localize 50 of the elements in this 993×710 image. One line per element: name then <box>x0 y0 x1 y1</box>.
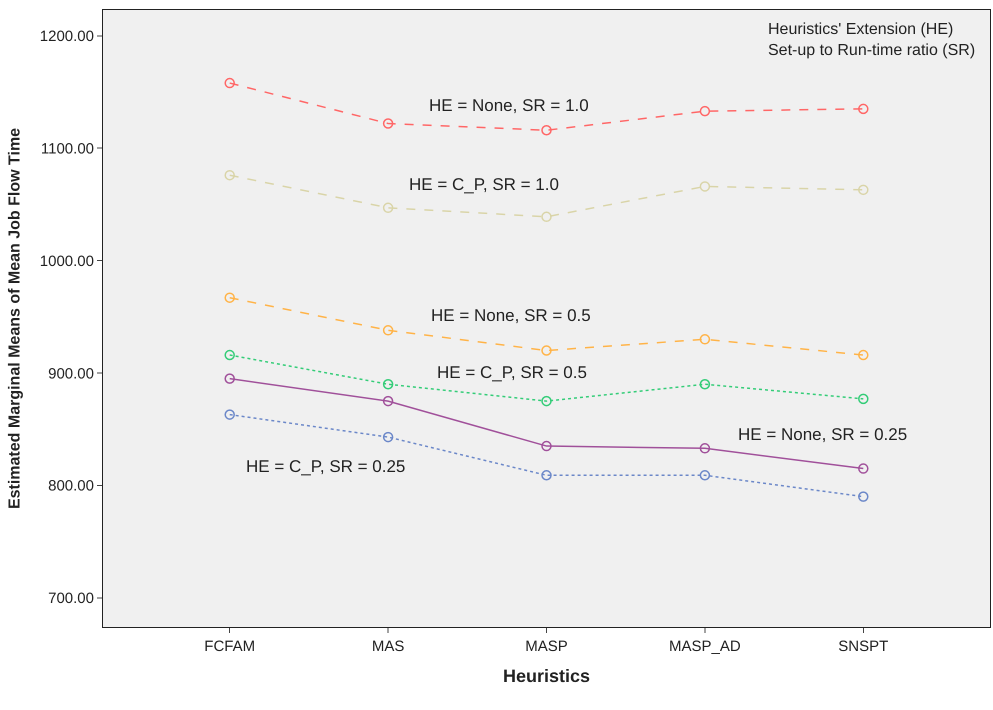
y-tick-label: 1100.00 <box>40 140 94 158</box>
point <box>541 345 552 356</box>
x-tick-label: FCFAM <box>204 638 256 655</box>
point <box>541 396 552 406</box>
x-axis-title: Heuristics <box>502 666 590 686</box>
point <box>224 373 235 384</box>
point <box>700 443 710 454</box>
point <box>382 202 394 214</box>
point <box>541 125 552 136</box>
series-label: HE = C_P, SR = 0.5 <box>437 363 587 382</box>
point <box>541 470 552 481</box>
point <box>382 396 394 406</box>
point <box>541 440 552 452</box>
point <box>858 104 869 114</box>
point <box>382 325 394 336</box>
y-tick-label: 700.00 <box>48 590 94 608</box>
series-label: HE = None, SR = 1.0 <box>429 96 589 115</box>
y-axis-title: Estimated Marginal Means of Mean Job Flow Time <box>6 128 24 510</box>
x-tick-label: MAS <box>372 638 404 655</box>
point <box>382 432 394 442</box>
point <box>224 350 235 360</box>
series-label: HE = C_P, SR = 0.25 <box>246 457 406 476</box>
series-label: HE = None, SR = 0.5 <box>431 306 591 325</box>
point <box>382 118 394 129</box>
series-label: HE = C_P, SR = 1.0 <box>409 175 559 194</box>
series-label: HE = None, SR = 0.25 <box>738 425 908 444</box>
point <box>224 170 235 180</box>
point <box>858 184 869 196</box>
point <box>858 394 869 404</box>
legend-title: Heuristics' Extension (HE) Set-up to Run-time ratio (SR) <box>768 21 976 59</box>
x-tick-label: MASP <box>525 638 568 655</box>
point <box>700 334 710 345</box>
point <box>382 379 394 390</box>
point <box>700 379 710 390</box>
point <box>858 463 869 474</box>
point <box>541 212 552 222</box>
point <box>224 292 235 303</box>
point <box>700 470 710 481</box>
y-tick-label: 1200.00 <box>40 28 94 46</box>
point <box>858 350 869 360</box>
point <box>700 106 710 116</box>
y-tick-label: 1000.00 <box>40 252 94 270</box>
y-tick-label: 800.00 <box>48 478 94 495</box>
x-tick-label: MASP_AD <box>669 638 741 655</box>
x-tick-label: SNSPT <box>838 638 888 655</box>
point <box>224 78 235 88</box>
y-tick-label: 900.00 <box>48 365 94 382</box>
point <box>700 181 710 192</box>
point <box>224 409 235 420</box>
point <box>858 491 869 502</box>
